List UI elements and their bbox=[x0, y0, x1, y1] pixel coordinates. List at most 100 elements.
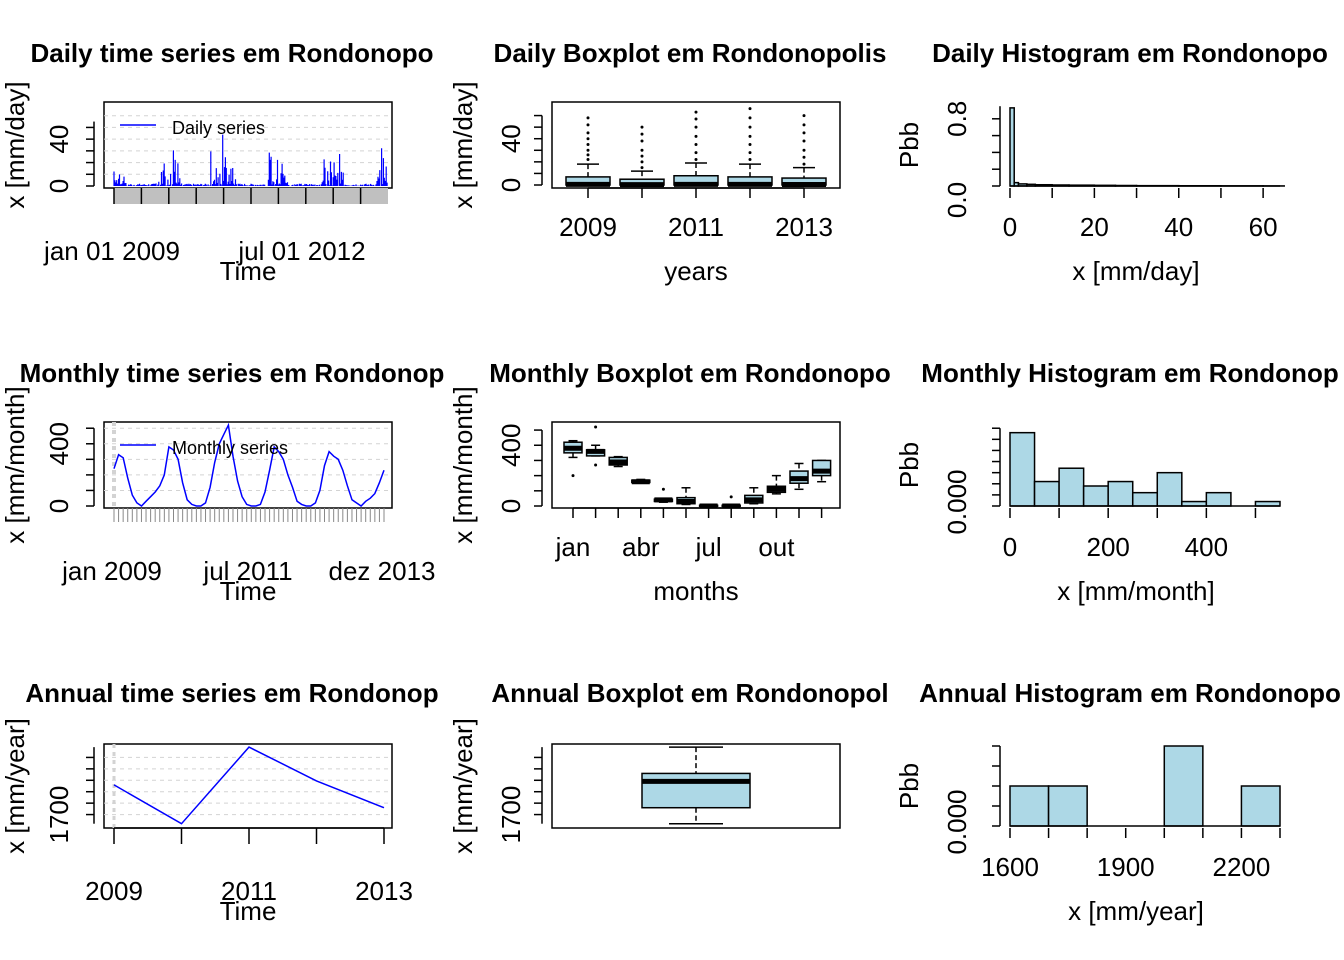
x-tick-label: 200 bbox=[1086, 532, 1129, 562]
box-set bbox=[744, 487, 764, 505]
x-tick-label: abr bbox=[622, 532, 660, 562]
x-axis-label: months bbox=[653, 576, 738, 606]
x-tick-label: jan 2009 bbox=[61, 556, 162, 586]
x-axis-label: years bbox=[664, 256, 728, 286]
x-tick-label: 0 bbox=[1003, 212, 1017, 242]
box-fev bbox=[585, 425, 606, 467]
x-axis-label: x [mm/month] bbox=[1057, 576, 1214, 606]
hist-bar bbox=[1009, 785, 1050, 827]
x-tick-label: jul 2011 bbox=[202, 556, 292, 586]
outlier-point bbox=[640, 166, 644, 170]
x-tick-label: 40 bbox=[1164, 212, 1193, 242]
x-axis-label: x [mm/year] bbox=[1068, 896, 1204, 926]
outlier-point bbox=[594, 425, 598, 429]
outlier-point bbox=[694, 134, 698, 138]
box-nov bbox=[789, 462, 809, 491]
y-axis-label: Pbb bbox=[894, 442, 924, 488]
y-tick-label: 0.000 bbox=[942, 469, 972, 534]
x-tick-label: 0 bbox=[1003, 532, 1017, 562]
y-axis-label: x [mm/day] bbox=[0, 81, 30, 208]
box-out bbox=[766, 474, 787, 495]
panel-title: Annual time series em Rondonop bbox=[25, 678, 438, 708]
outlier-point bbox=[802, 123, 806, 127]
series-path bbox=[113, 134, 388, 186]
outlier-point bbox=[748, 143, 752, 146]
panel-title: Monthly Boxplot em Rondonopo bbox=[489, 358, 891, 388]
hist-bar bbox=[1107, 480, 1134, 507]
box-jan bbox=[563, 439, 583, 478]
daily-series-line bbox=[113, 134, 388, 186]
y-axis-label: x [mm/month] bbox=[0, 386, 30, 543]
outlier-point bbox=[748, 125, 752, 129]
outlier-point bbox=[802, 139, 806, 143]
outlier-point bbox=[748, 134, 752, 138]
x-tick-label: dez 2013 bbox=[329, 556, 436, 586]
x-tick-label: 2013 bbox=[355, 876, 413, 906]
outlier-point bbox=[729, 495, 733, 499]
x-tick-label: out bbox=[758, 532, 795, 562]
x-tick-label: 2009 bbox=[85, 876, 143, 906]
outlier-point bbox=[586, 123, 590, 127]
hist-bar bbox=[1131, 491, 1159, 507]
panel-title: Daily Boxplot em Rondonopolis bbox=[494, 38, 887, 68]
hist-bar bbox=[1009, 107, 1015, 187]
outlier-point bbox=[802, 148, 806, 152]
box-2012 bbox=[727, 107, 773, 187]
box-dez bbox=[811, 459, 832, 483]
y-tick-label: 0 bbox=[44, 179, 74, 193]
panel-title: Annual Histogram em Rondonopo bbox=[919, 678, 1341, 708]
x-tick-label: 1600 bbox=[981, 852, 1039, 882]
hist-bar bbox=[1047, 785, 1088, 827]
box-2013 bbox=[781, 114, 827, 188]
hist-bar bbox=[1205, 491, 1232, 507]
box-jun bbox=[676, 487, 696, 506]
x-tick-label: 2200 bbox=[1213, 852, 1271, 882]
annual-series-line bbox=[113, 746, 385, 825]
legend-label: Daily series bbox=[172, 118, 265, 138]
y-axis-label: x [mm/year] bbox=[0, 718, 30, 854]
x-tick-label: 2011 bbox=[221, 876, 277, 906]
x-axis-label: x [mm/day] bbox=[1072, 256, 1199, 286]
outlier-point bbox=[586, 153, 590, 157]
box-iqr bbox=[641, 772, 751, 809]
plot-frame bbox=[103, 743, 393, 829]
y-axis-label: Pbb bbox=[894, 763, 924, 809]
hist-bar bbox=[1156, 471, 1183, 507]
x-axis-label: Time bbox=[220, 896, 277, 926]
y-tick-label: 0 bbox=[44, 499, 74, 513]
x-tick-label: 20 bbox=[1080, 212, 1109, 242]
plot-frame bbox=[103, 421, 393, 509]
x-tick-label: jul 01 2012 bbox=[237, 236, 365, 266]
outlier-point bbox=[586, 137, 590, 141]
box-jul bbox=[698, 503, 719, 509]
outlier-point bbox=[640, 154, 644, 158]
y-axis-label: x [mm/month] bbox=[448, 386, 478, 543]
outlier-point bbox=[694, 158, 698, 162]
x-tick-label: jan bbox=[555, 532, 591, 562]
outlier-point bbox=[694, 117, 698, 121]
outlier-point bbox=[694, 151, 698, 155]
outlier-point bbox=[640, 125, 644, 129]
panel-title: Daily time series em Rondonopo bbox=[30, 38, 433, 68]
hist-bar bbox=[1163, 745, 1204, 827]
hist-bar bbox=[1009, 431, 1036, 507]
outlier-point bbox=[694, 143, 698, 146]
x-tick-label: 2009 bbox=[559, 212, 617, 242]
panel-title: Monthly Histogram em Rondonop bbox=[921, 358, 1338, 388]
box-2010 bbox=[619, 125, 665, 188]
outlier-point bbox=[640, 148, 644, 152]
outlier-point bbox=[748, 151, 752, 155]
outlier-point bbox=[586, 116, 590, 120]
y-tick-label: 400 bbox=[496, 424, 526, 467]
y-axis-label: x [mm/year] bbox=[448, 718, 478, 854]
panel-title: Monthly time series em Rondonop bbox=[20, 358, 445, 388]
box-ago bbox=[721, 495, 741, 509]
outlier-point bbox=[586, 148, 590, 152]
outlier-point bbox=[694, 110, 698, 114]
x-tick-label: 1900 bbox=[1097, 852, 1155, 882]
y-tick-label: 400 bbox=[44, 422, 74, 465]
y-axis-label: Pbb bbox=[894, 122, 924, 168]
y-tick-label: 0.8 bbox=[942, 101, 972, 137]
x-tick-label: jan 01 2009 bbox=[43, 236, 180, 266]
